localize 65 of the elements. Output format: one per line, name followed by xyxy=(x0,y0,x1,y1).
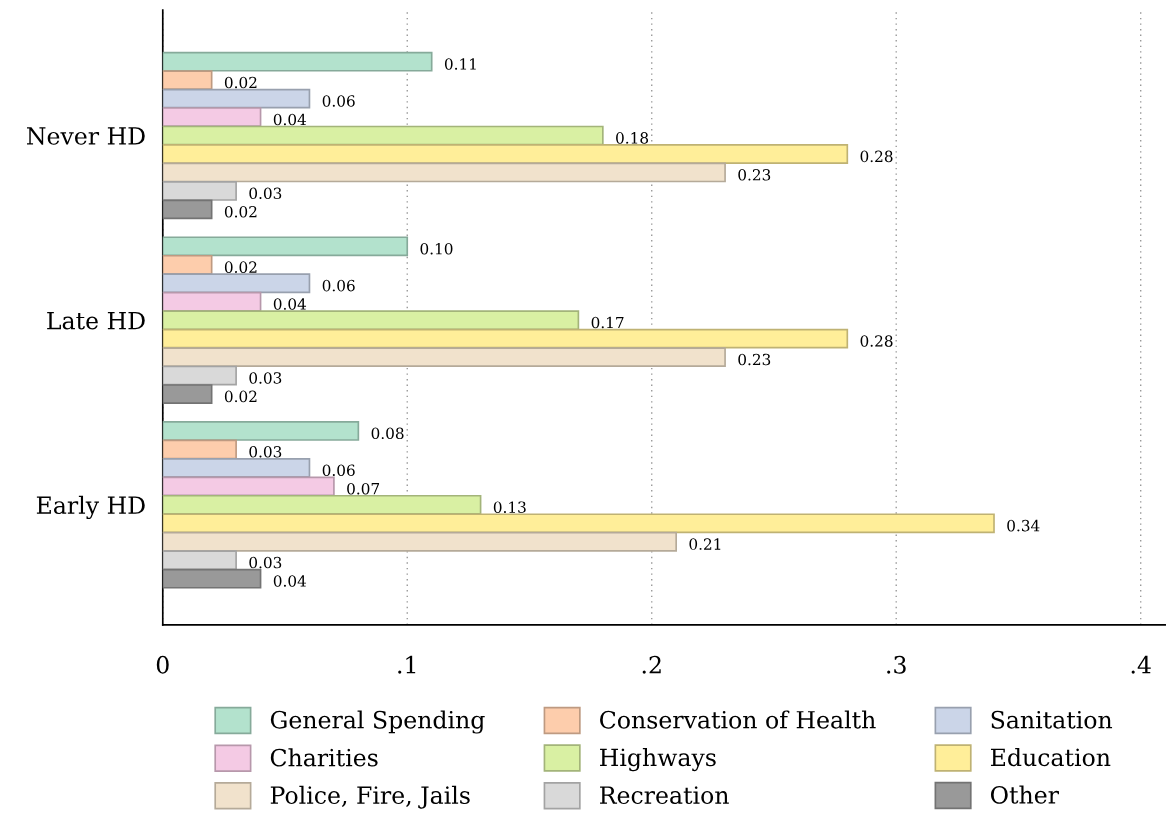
bar xyxy=(162,51,433,72)
data-label: 0.10 xyxy=(420,242,453,255)
data-label: 0.04 xyxy=(273,298,307,310)
legend-label: Charities xyxy=(270,748,378,767)
bar xyxy=(162,421,360,441)
data-label: 0.03 xyxy=(249,372,282,384)
x-tick-label: .2 xyxy=(642,655,661,674)
data-label: 0.13 xyxy=(493,501,526,513)
data-label: 0.06 xyxy=(322,279,355,292)
data-label: 0.03 xyxy=(249,445,282,458)
bar xyxy=(162,347,726,367)
legend-label: Highways xyxy=(600,747,716,772)
bar xyxy=(162,254,213,275)
bar xyxy=(162,439,237,460)
bar xyxy=(162,310,580,331)
bar xyxy=(162,162,726,183)
legend-label: Police, Fire, Jails xyxy=(270,785,470,809)
data-label: 0.03 xyxy=(249,187,282,200)
data-label: 0.04 xyxy=(273,575,307,587)
bar xyxy=(162,125,604,146)
data-label: 0.11 xyxy=(444,58,476,70)
legend-label: Education xyxy=(990,747,1111,767)
data-label: 0.02 xyxy=(224,76,257,89)
x-tick-label: .1 xyxy=(398,655,416,674)
data-label: 0.21 xyxy=(689,538,721,550)
y-tick-label: Never HD xyxy=(27,127,145,145)
bar xyxy=(162,458,311,478)
y-tick-label: Early HD xyxy=(36,495,145,520)
data-label: 0.17 xyxy=(591,316,624,329)
data-label: 0.04 xyxy=(273,113,307,126)
data-label: 0.02 xyxy=(224,205,257,218)
bar xyxy=(162,531,678,552)
x-tick-label: .4 xyxy=(1131,655,1151,674)
legend-label: Conservation of Health xyxy=(600,710,876,729)
legend-label: Recreation xyxy=(600,786,729,805)
data-label: 0.28 xyxy=(860,150,893,163)
bar xyxy=(162,70,213,91)
bar xyxy=(162,144,849,164)
data-label: 0.34 xyxy=(1007,519,1040,532)
data-label: 0.23 xyxy=(738,169,771,181)
bar xyxy=(162,476,335,497)
data-label: 0.06 xyxy=(322,464,355,477)
bar xyxy=(162,273,311,294)
data-label: 0.23 xyxy=(738,353,771,366)
data-label: 0.08 xyxy=(371,427,404,440)
legend-label: Other xyxy=(990,785,1059,804)
data-label: 0.06 xyxy=(322,95,355,107)
data-label: 0.18 xyxy=(616,132,649,144)
bar xyxy=(162,107,262,127)
y-tick-label: Late HD xyxy=(47,311,145,330)
bar xyxy=(162,494,482,515)
data-label: 0.07 xyxy=(347,482,380,495)
data-label: 0.28 xyxy=(860,335,893,347)
data-label: 0.02 xyxy=(224,390,257,403)
bar xyxy=(162,291,262,312)
x-tick-label: .3 xyxy=(887,655,906,674)
bar xyxy=(162,236,409,257)
x-tick-label: 0 xyxy=(156,655,169,674)
bar xyxy=(162,88,311,109)
bar xyxy=(162,328,849,349)
data-label: 0.02 xyxy=(224,261,257,273)
data-label: 0.03 xyxy=(249,556,282,569)
legend-label: General Spending xyxy=(270,710,485,734)
bar xyxy=(162,513,995,534)
legend-label: Sanitation xyxy=(991,710,1113,729)
